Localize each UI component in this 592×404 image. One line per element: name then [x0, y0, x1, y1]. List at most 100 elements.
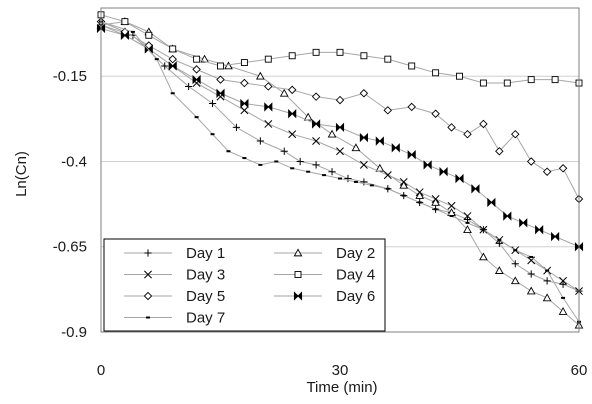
data-point-day-1	[527, 270, 535, 278]
data-point-day-1	[328, 168, 336, 176]
data-point-day-2	[255, 71, 265, 80]
data-point-day-6	[288, 109, 297, 119]
data-point-day-4	[312, 48, 320, 56]
data-point-day-7	[481, 228, 486, 231]
data-point-day-2	[431, 197, 440, 206]
data-point-day-5	[526, 157, 536, 166]
legend-item-day-6: Day 6	[274, 288, 375, 305]
legend-item-day-3: Day 3	[124, 267, 225, 284]
x-tick-label: 60	[571, 362, 588, 379]
data-point-day-3	[359, 160, 368, 169]
legend-item-day-4: Day 4	[274, 267, 375, 284]
data-point-day-7	[417, 201, 422, 204]
tick-labels: -0.15 -0.4 -0.65 -0.9 0 30 60	[53, 68, 588, 379]
data-point-day-2	[399, 180, 409, 189]
series-layer	[96, 11, 584, 329]
x-axis-title: Time (min)	[306, 379, 377, 396]
legend-label: Day 1	[186, 245, 225, 262]
data-point-day-2	[327, 129, 337, 138]
data-point-day-2	[558, 307, 568, 315]
data-point-day-3	[463, 212, 472, 220]
data-point-day-5	[311, 92, 321, 101]
data-point-day-5	[431, 109, 440, 118]
data-point-day-6	[391, 143, 400, 153]
data-point-day-7	[433, 208, 438, 211]
data-point-day-5	[542, 167, 552, 176]
data-point-day-6	[519, 218, 528, 228]
data-point-day-3	[383, 171, 392, 180]
data-point-day-4	[456, 72, 463, 80]
data-point-day-2	[351, 143, 361, 152]
data-point-day-6	[551, 231, 560, 242]
data-point-day-3	[240, 106, 249, 115]
x-tick-label: 0	[97, 362, 105, 379]
data-point-day-6	[455, 173, 464, 184]
data-point-day-6	[96, 23, 106, 34]
data-point-day-7	[226, 150, 231, 153]
data-point-day-4	[169, 45, 177, 53]
data-point-day-6	[423, 160, 432, 170]
data-point-day-5	[511, 129, 520, 139]
data-point-day-6	[407, 149, 416, 160]
data-point-day-1	[185, 82, 193, 91]
data-point-day-4	[551, 76, 559, 84]
series-line-day-1	[100, 24, 580, 292]
data-point-day-2	[463, 225, 472, 234]
legend-label: Day 7	[186, 310, 225, 327]
x-tick-label: 30	[332, 362, 349, 379]
data-point-day-1	[559, 280, 567, 288]
data-point-day-5	[407, 102, 416, 112]
data-point-day-7	[258, 163, 263, 166]
data-point-day-4	[432, 69, 440, 77]
legend-label: Day 6	[336, 288, 375, 305]
legend-item-day-7: Day 7	[124, 310, 225, 327]
data-point-day-5	[240, 78, 249, 88]
legend-marker	[294, 271, 302, 278]
data-point-day-5	[495, 147, 504, 156]
data-point-day-2	[494, 266, 504, 274]
legend-marker	[146, 316, 150, 319]
data-point-day-6	[574, 242, 584, 252]
legend-label: Day 2	[336, 245, 375, 262]
legend: Day 1 Day 2 Day 3 Day 4 Day 5 Day 6 Day 7	[103, 238, 386, 332]
data-point-day-1	[161, 62, 169, 70]
series-day-4	[97, 11, 583, 87]
data-point-day-6	[216, 88, 225, 98]
data-point-day-4	[360, 52, 368, 60]
data-point-day-7	[274, 160, 279, 163]
data-point-day-5	[264, 82, 273, 91]
series-day-7	[99, 20, 581, 323]
data-point-day-6	[168, 61, 177, 71]
data-point-day-1	[463, 215, 472, 224]
data-point-day-2	[526, 286, 536, 295]
data-point-day-3	[447, 201, 456, 210]
legend-item-day-2: Day 2	[274, 245, 375, 262]
y-tick-label: -0.4	[61, 153, 87, 170]
series-day-5	[96, 17, 584, 204]
data-point-day-5	[359, 89, 369, 98]
data-point-day-4	[217, 62, 224, 70]
data-point-day-5	[383, 106, 393, 115]
data-point-day-4	[288, 52, 296, 60]
data-point-day-4	[264, 55, 272, 63]
data-point-day-7	[210, 133, 215, 136]
series-day-6	[96, 23, 584, 252]
data-point-day-6	[192, 74, 201, 85]
data-point-day-1	[511, 260, 519, 268]
data-point-day-4	[503, 79, 511, 87]
data-point-day-7	[561, 296, 566, 299]
data-point-day-7	[401, 194, 406, 197]
data-point-day-3	[431, 195, 440, 203]
data-point-day-6	[264, 102, 273, 112]
data-point-day-4	[527, 76, 535, 84]
data-point-day-6	[487, 197, 496, 208]
data-point-day-6	[439, 167, 448, 177]
data-point-day-5	[479, 119, 488, 129]
data-point-day-3	[336, 147, 344, 156]
legend-marker	[293, 248, 303, 257]
data-point-day-4	[479, 79, 487, 87]
data-point-day-4	[121, 18, 129, 26]
data-point-day-4	[193, 55, 201, 63]
data-point-day-1	[296, 157, 304, 166]
data-point-day-7	[130, 30, 135, 33]
